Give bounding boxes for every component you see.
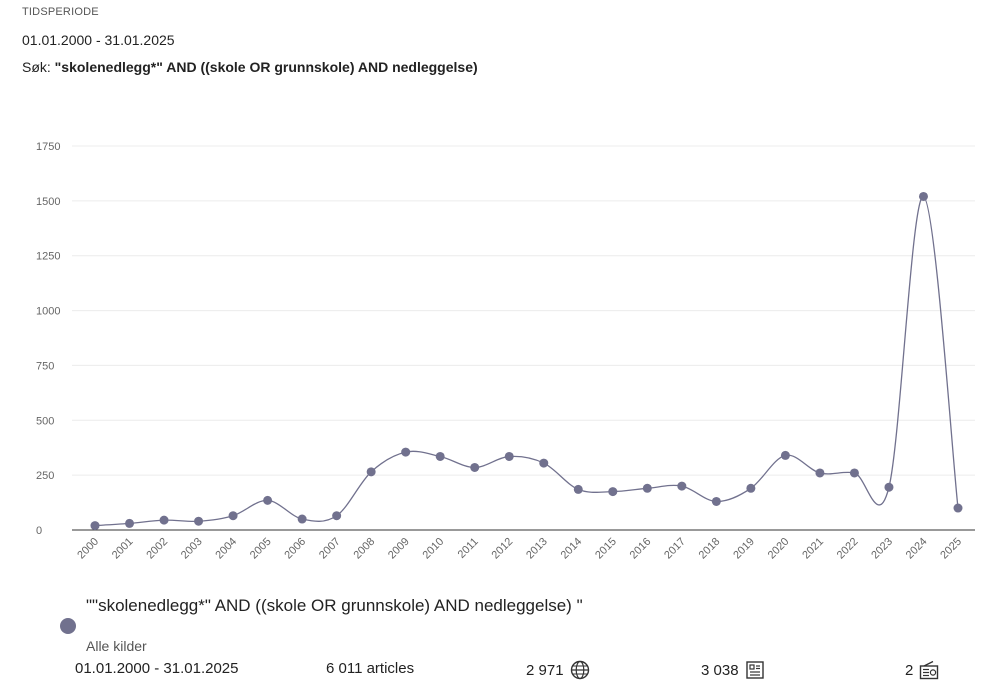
period-value: 01.01.2000 - 31.01.2025: [22, 32, 175, 48]
x-tick-label: 2015: [593, 536, 619, 562]
data-point: [918, 191, 928, 201]
y-tick-label: 1250: [36, 251, 60, 263]
x-tick-label: 2002: [144, 536, 170, 562]
x-tick-label: 2023: [869, 536, 895, 562]
x-tick-label: 2000: [75, 536, 101, 562]
data-point: [608, 487, 618, 497]
data-point: [539, 458, 549, 468]
y-tick-label: 1500: [36, 196, 60, 208]
globe-icon: [570, 660, 589, 680]
stats-web-count: 2 971: [526, 661, 564, 679]
stats-period-text: 01.01.2000 - 31.01.2025: [75, 660, 239, 677]
data-point: [884, 482, 894, 492]
data-point: [470, 462, 480, 472]
data-point: [435, 451, 445, 461]
data-point: [504, 451, 514, 461]
data-point: [194, 516, 204, 526]
data-point: [677, 481, 687, 491]
period-label: TIDSPERIODE: [22, 6, 99, 18]
data-point: [746, 483, 756, 493]
legend-sources: Alle kilder: [86, 638, 147, 654]
x-tick-label: 2006: [282, 536, 308, 562]
x-tick-label: 2003: [179, 536, 205, 562]
x-tick-label: 2013: [524, 536, 550, 562]
y-tick-label: 250: [36, 470, 54, 482]
x-tick-label: 2008: [351, 536, 377, 562]
data-point: [90, 521, 100, 531]
data-point: [159, 515, 169, 525]
data-point: [332, 511, 342, 521]
legend-series-dot[interactable]: [60, 618, 76, 634]
y-axis-ticks: 0 250 500 750 1000 1250 1500 1750: [36, 141, 60, 537]
x-tick-label: 2016: [628, 536, 654, 562]
data-point: [401, 447, 411, 457]
stats-articles: 6 011 articles: [326, 660, 414, 677]
x-tick-label: 2024: [904, 536, 930, 562]
data-point: [573, 484, 583, 494]
data-point: [263, 495, 273, 505]
stats-articles-text: 6 011 articles: [326, 660, 415, 677]
data-point: [780, 450, 790, 460]
search-query-line: Søk: "skolenedlegg*" AND ((skole OR grun…: [22, 59, 478, 75]
chart-points: [90, 191, 963, 531]
x-tick-label: 2017: [662, 536, 688, 562]
data-point: [711, 496, 721, 506]
stats-broadcast-count: 2: [905, 661, 914, 679]
x-tick-label: 2014: [559, 536, 585, 562]
x-tick-label: 2001: [110, 536, 136, 562]
radio-icon: [920, 660, 939, 680]
x-tick-label: 2012: [490, 536, 516, 562]
data-point: [953, 503, 963, 513]
x-tick-label: 2022: [835, 536, 861, 562]
data-point: [228, 511, 238, 521]
series-line: [94, 195, 959, 527]
x-tick-label: 2005: [248, 536, 274, 562]
y-tick-label: 500: [36, 415, 54, 427]
data-point: [366, 467, 376, 477]
stats-bar: 01.01.2000 - 31.01.2025 6 011 articles 2…: [0, 660, 986, 682]
data-point: [849, 468, 859, 478]
y-tick-label: 1000: [36, 306, 60, 318]
x-tick-label: 2025: [938, 536, 964, 562]
data-point: [642, 483, 652, 493]
legend-series-label[interactable]: ""skolenedlegg*" AND ((skole OR grunnsko…: [86, 596, 583, 615]
search-prefix: Søk:: [22, 59, 55, 75]
x-axis-ticks: 2000 2001 2002 2003 2004 2005 2006 2007 2008 2009…: [75, 536, 964, 562]
data-point: [815, 468, 825, 478]
data-point: [297, 514, 307, 524]
y-tick-label: 750: [36, 360, 54, 372]
x-tick-label: 2019: [731, 536, 757, 562]
x-tick-label: 2018: [697, 536, 723, 562]
y-tick-label: 1750: [36, 141, 60, 153]
stats-print: 3 038: [701, 660, 765, 680]
newspaper-icon: [745, 661, 764, 679]
x-tick-label: 2004: [213, 536, 239, 562]
x-tick-label: 2009: [386, 536, 412, 562]
y-tick-label: 0: [36, 525, 42, 537]
data-point: [125, 518, 135, 528]
stats-broadcast: 2: [905, 660, 939, 680]
stats-print-count: 3 038: [701, 661, 739, 679]
x-tick-label: 2010: [421, 536, 447, 562]
x-tick-label: 2011: [456, 536, 481, 561]
x-tick-label: 2020: [766, 536, 792, 562]
stats-period: 01.01.2000 - 31.01.2025: [75, 660, 238, 677]
chart-series: [94, 195, 959, 527]
stats-web: 2 971: [526, 660, 590, 680]
chart-grid: [72, 145, 975, 531]
x-tick-label: 2007: [317, 536, 343, 562]
search-query: "skolenedlegg*" AND ((skole OR grunnskol…: [54, 59, 478, 75]
x-tick-label: 2021: [800, 536, 826, 562]
